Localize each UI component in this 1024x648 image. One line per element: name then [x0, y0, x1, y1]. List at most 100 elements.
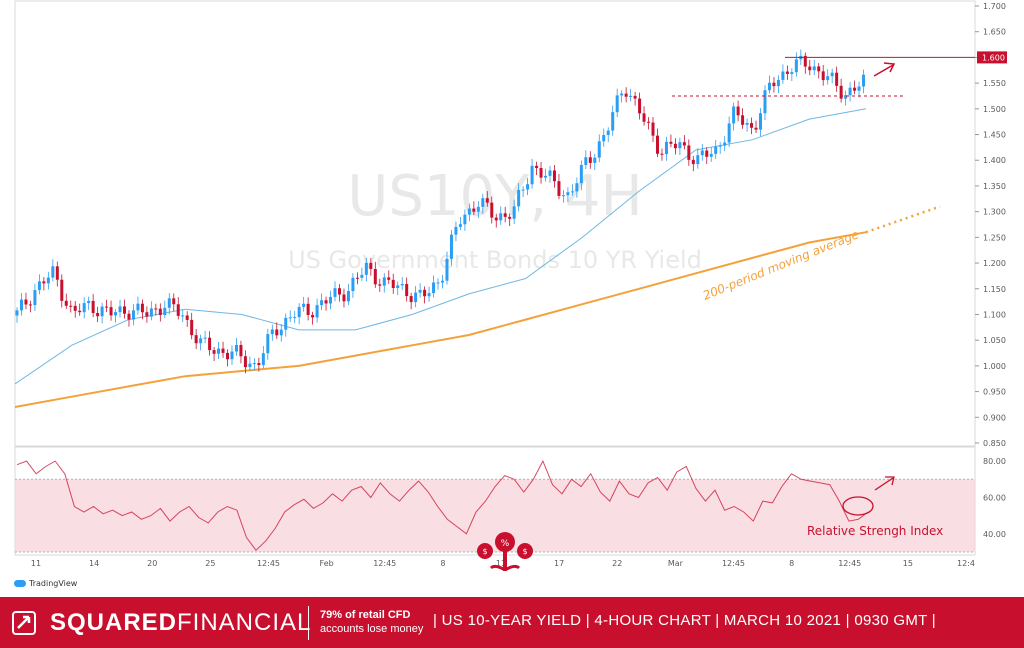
candle-body [821, 71, 825, 81]
candle-body [544, 175, 548, 178]
candle-body [485, 198, 489, 203]
y-tick-label: 1.700 [983, 2, 1006, 11]
resistance-price-label: 1.600 [982, 53, 1005, 62]
rsi-y-axis: 80.00 60.00 40.00 [983, 457, 1006, 539]
candle-body [105, 306, 109, 308]
y-tick-label: 1.300 [983, 208, 1006, 217]
candle-body [234, 344, 238, 352]
risk-percent: 79% of retail CFD [320, 609, 411, 621]
candle-body [499, 213, 503, 221]
candle-body [588, 157, 592, 163]
candle-body [790, 72, 794, 74]
candle-body [131, 310, 135, 320]
candle-body [458, 224, 462, 227]
candle-body [862, 74, 866, 87]
candle-body [669, 141, 673, 144]
candle-body [293, 317, 297, 319]
candle-body [723, 142, 727, 146]
candle-body [579, 164, 583, 184]
x-tick-label: Feb [320, 559, 334, 568]
candle-body [140, 303, 144, 313]
candle-body [122, 306, 126, 314]
subtitle-watermark: US Government Bonds 10 YR Yield [288, 246, 702, 274]
candle-body [382, 277, 386, 286]
y-tick-label: 1.650 [983, 28, 1006, 37]
candle-body [503, 213, 507, 217]
candle-body [15, 310, 19, 316]
candle-body [19, 299, 23, 311]
candle-body [776, 79, 780, 87]
candle-body [490, 202, 494, 218]
candle-body [700, 150, 704, 156]
candle-body [808, 66, 812, 71]
x-tick-label: 11 [31, 559, 41, 568]
candle-body [37, 281, 41, 291]
x-tick-label: 8 [440, 559, 445, 568]
candle-body [320, 300, 324, 306]
price-levels: 1.600 [672, 51, 1007, 97]
candle-body [266, 334, 270, 354]
chart-canvas: US10Y, 4H US Government Bonds 10 YR Yiel… [14, 0, 1007, 572]
candle-body [199, 338, 203, 344]
candle-body [570, 191, 574, 193]
candle-body [42, 281, 46, 284]
x-tick-label: 14 [89, 559, 99, 568]
tradingview-logo: TradingView [14, 579, 77, 588]
candle-body [830, 72, 834, 77]
candle-body [51, 266, 55, 278]
candle-body [803, 55, 807, 67]
y-tick-label: 1.250 [983, 233, 1006, 242]
chart-caption: | US 10-YEAR YIELD | 4-HOUR CHART | MARC… [433, 612, 936, 629]
candle-body [203, 337, 207, 339]
candle-body [476, 206, 480, 212]
candle-body [109, 307, 113, 316]
y-tick-label: 1.100 [983, 310, 1006, 319]
candle-body [812, 66, 816, 71]
candle-body [472, 208, 476, 212]
rsi-line [16, 459, 869, 551]
candle-body [817, 66, 821, 72]
up-arrow-icon [873, 62, 896, 77]
candle-body [660, 153, 664, 155]
candle-body [745, 123, 749, 125]
candle-body [633, 95, 637, 99]
candle-body [763, 90, 767, 114]
candle-body [638, 98, 642, 114]
brand-name: SQUAREDFINANCIAL [50, 609, 311, 637]
x-tick-label: 12:45 [838, 559, 861, 568]
candle-body [642, 113, 646, 122]
candle-body [705, 150, 709, 157]
y-tick-label: 1.450 [983, 131, 1006, 140]
candle-body [857, 86, 861, 91]
candle-body [696, 155, 700, 165]
y-tick-label: 1.550 [983, 79, 1006, 88]
candle-body [575, 183, 579, 192]
x-tick-label: 12:45 [257, 559, 280, 568]
candle-body [73, 305, 77, 311]
candle-body [221, 348, 225, 353]
rsi-tick-label: 40.00 [983, 530, 1006, 539]
candle-body [427, 293, 431, 297]
rsi-band [15, 479, 975, 552]
y-tick-label: 1.400 [983, 156, 1006, 165]
candle-body [781, 71, 785, 80]
candle-body [620, 93, 624, 96]
candle-body [118, 306, 122, 313]
ma-200-line [14, 205, 941, 408]
y-tick-label: 0.950 [983, 388, 1006, 397]
candle-body [337, 288, 341, 295]
candle-body [611, 112, 615, 131]
x-tick-label: Mar [668, 559, 684, 568]
candle-body [454, 226, 458, 235]
candle-body [449, 234, 453, 259]
risk-warning: 79% of retail CFD accounts lose money [320, 608, 423, 636]
candle-body [584, 157, 588, 165]
candle-body [315, 305, 319, 318]
candle-body [149, 308, 153, 317]
svg-text:$: $ [522, 547, 527, 556]
rsi-annotation: Relative Strengh Index [807, 524, 943, 538]
candle-body [826, 76, 830, 81]
y-axis: 1.700 1.650 1.600 1.550 1.500 1.450 1.400 1.350… [975, 2, 1006, 448]
candle-body [664, 141, 668, 155]
candle-body [297, 306, 301, 318]
